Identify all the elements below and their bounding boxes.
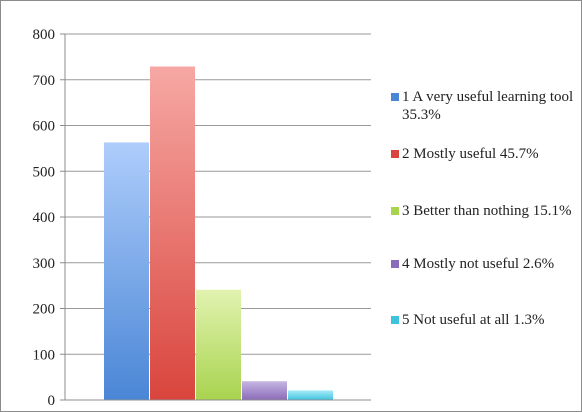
legend-swatch-2 [391, 150, 399, 158]
y-tick-label: 700 [33, 73, 56, 89]
y-tick-label: 800 [33, 27, 56, 43]
legend: 1 A very useful learning tool 35.3% 2 Mo… [391, 1, 581, 411]
legend-swatch-3 [391, 207, 399, 215]
legend-label-5: 5 Not useful at all 1.3% [402, 312, 545, 328]
legend-item-3: 3 Better than nothing 15.1% [391, 202, 579, 220]
y-tick-label: 300 [33, 256, 56, 272]
legend-item-2: 2 Mostly useful 45.7% [391, 145, 579, 163]
y-tick-label: 400 [33, 210, 56, 226]
legend-swatch-5 [391, 316, 399, 324]
y-axis: 0 100 200 300 400 500 600 700 800 [33, 27, 371, 409]
bar-1 [104, 142, 149, 401]
bar-chart: 0 100 200 300 400 500 600 700 800 [33, 27, 371, 409]
bar-3 [196, 289, 241, 400]
legend-item-1: 1 A very useful learning tool 35.3% [391, 88, 579, 124]
y-tick-label: 0 [48, 393, 56, 409]
legend-item-5: 5 Not useful at all 1.3% [391, 311, 579, 329]
legend-swatch-1 [391, 93, 399, 101]
y-tick-label: 200 [33, 302, 56, 318]
legend-swatch-4 [391, 260, 399, 268]
legend-item-4: 4 Mostly not useful 2.6% [391, 255, 579, 273]
legend-label-4: 4 Mostly not useful 2.6% [402, 256, 555, 272]
y-tick-label: 600 [33, 119, 56, 135]
y-tick-label: 500 [33, 164, 56, 180]
legend-label-2: 2 Mostly useful 45.7% [402, 146, 539, 162]
legend-label-1: 1 A very useful learning tool 35.3% [402, 89, 574, 123]
bar-5 [288, 390, 333, 400]
y-tick-label: 100 [33, 347, 56, 363]
bar-4 [242, 381, 287, 400]
bars [104, 66, 333, 401]
bar-2 [150, 66, 195, 401]
legend-label-3: 3 Better than nothing 15.1% [402, 203, 572, 219]
